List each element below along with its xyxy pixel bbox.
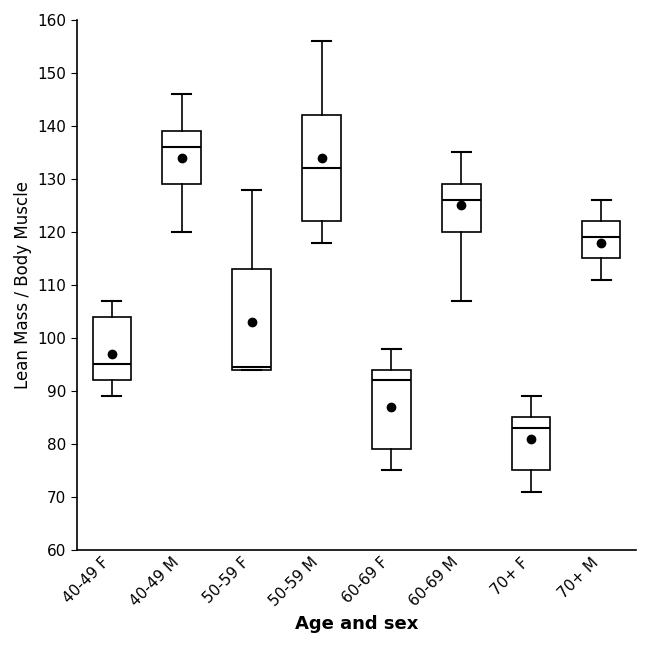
PathPatch shape (302, 115, 341, 221)
PathPatch shape (92, 317, 131, 380)
X-axis label: Age and sex: Age and sex (295, 615, 418, 633)
PathPatch shape (162, 131, 201, 184)
Y-axis label: Lean Mass / Body Muscle: Lean Mass / Body Muscle (14, 181, 32, 389)
PathPatch shape (512, 417, 551, 470)
PathPatch shape (372, 369, 411, 449)
PathPatch shape (233, 269, 271, 369)
PathPatch shape (582, 221, 620, 258)
PathPatch shape (442, 184, 480, 232)
